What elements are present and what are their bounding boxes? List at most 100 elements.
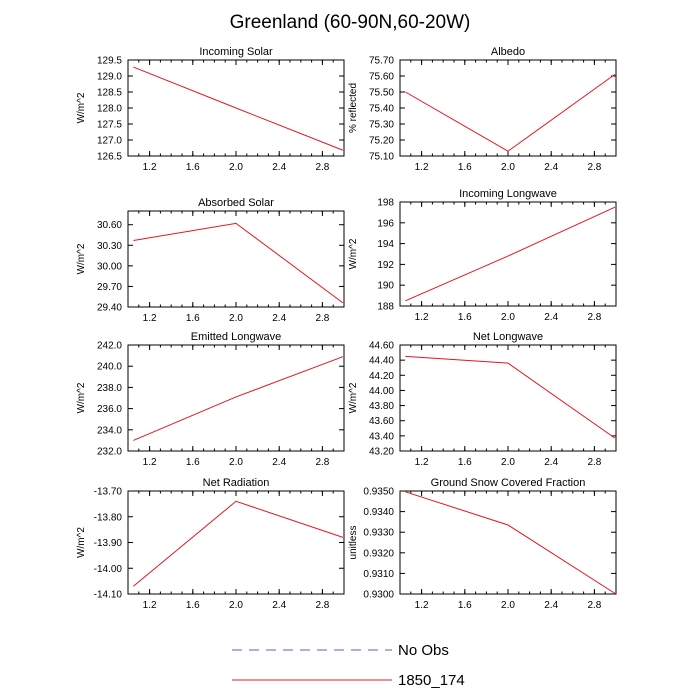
panel-1: Albedo % reflected 1.2 1.6 2.0 2.4 2.8 75.10 75.… bbox=[348, 46, 617, 173]
series-line-0 bbox=[405, 206, 616, 302]
x-tick-label: 1.6 bbox=[186, 600, 200, 611]
x-tick-label: 2.4 bbox=[272, 457, 286, 468]
y-tick-label: 127.0 bbox=[97, 136, 122, 147]
x-tick-label: 2.4 bbox=[272, 313, 286, 324]
x-tick-label: 2.8 bbox=[315, 600, 329, 611]
x-tick-label: 1.6 bbox=[186, 457, 200, 468]
y-tick-label: 238.0 bbox=[97, 383, 122, 394]
y-tick-label: 194 bbox=[377, 239, 394, 250]
y-tick-label: 188 bbox=[377, 302, 394, 313]
series-line-0 bbox=[133, 500, 344, 587]
x-tick-label: 1.2 bbox=[143, 457, 157, 468]
plot-frame bbox=[127, 210, 345, 308]
x-tick-label: 2.4 bbox=[272, 162, 286, 173]
y-tick-label: 129.5 bbox=[97, 56, 122, 67]
y-tick-label: 43.80 bbox=[369, 401, 394, 412]
y-tick-label: 0.9300 bbox=[363, 590, 394, 601]
x-tick-label: 1.6 bbox=[186, 162, 200, 173]
y-tick-label: 75.40 bbox=[369, 104, 394, 115]
x-tick-label: 2.8 bbox=[315, 313, 329, 324]
x-tick-label: 2.8 bbox=[315, 162, 329, 173]
y-tick-label: 232.0 bbox=[97, 447, 122, 458]
panel-0: Incoming Solar W/m^2 1.2 1.6 2.0 2.4 2.8 126.5 1… bbox=[76, 46, 345, 173]
x-tick-label: 2.8 bbox=[587, 600, 601, 611]
x-tick-label: 2.0 bbox=[229, 313, 243, 324]
y-tick-label: 44.40 bbox=[369, 356, 394, 367]
y-tick-label: 30.30 bbox=[97, 241, 122, 252]
y-tick-label: 75.70 bbox=[369, 56, 394, 67]
panel-title: Absorbed Solar bbox=[198, 197, 274, 209]
y-tick-label: 240.0 bbox=[97, 362, 122, 373]
x-tick-label: 2.0 bbox=[229, 600, 243, 611]
plot-frame bbox=[399, 201, 617, 307]
y-tick-label: 75.60 bbox=[369, 72, 394, 83]
y-axis-label: W/m^2 bbox=[76, 92, 87, 123]
x-tick-label: 2.0 bbox=[501, 162, 515, 173]
y-tick-label: 75.10 bbox=[369, 152, 394, 163]
x-tick-label: 2.4 bbox=[544, 457, 558, 468]
x-tick-label: 1.2 bbox=[143, 313, 157, 324]
panel-title: Incoming Solar bbox=[199, 46, 273, 58]
y-tick-label: 43.60 bbox=[369, 416, 394, 427]
y-tick-label: 0.9310 bbox=[363, 569, 394, 580]
legend-label-1850-174: 1850_174 bbox=[398, 672, 465, 689]
x-tick-label: 1.6 bbox=[186, 313, 200, 324]
y-tick-label: 43.40 bbox=[369, 431, 394, 442]
plot-frame bbox=[399, 344, 617, 452]
y-tick-label: 75.50 bbox=[369, 88, 394, 99]
x-tick-label: 1.2 bbox=[415, 312, 429, 323]
series-line-0 bbox=[133, 66, 344, 151]
panels-group: Incoming Solar W/m^2 1.2 1.6 2.0 2.4 2.8 126.5 1… bbox=[76, 46, 617, 611]
y-axis-label: W/m^2 bbox=[76, 243, 87, 274]
y-tick-label: 128.5 bbox=[97, 88, 122, 99]
y-axis-label: unitless bbox=[348, 526, 359, 560]
x-tick-label: 1.2 bbox=[415, 600, 429, 611]
x-tick-label: 1.2 bbox=[415, 162, 429, 173]
y-tick-label: 29.70 bbox=[97, 282, 122, 293]
y-tick-label: -13.70 bbox=[94, 487, 123, 498]
panel-3: Incoming Longwave W/m^2 1.2 1.6 2.0 2.4 2.8 188… bbox=[348, 188, 617, 323]
x-tick-label: 1.6 bbox=[458, 600, 472, 611]
x-tick-label: 2.4 bbox=[544, 312, 558, 323]
y-tick-label: 198 bbox=[377, 198, 394, 209]
panel-title: Net Longwave bbox=[473, 331, 543, 343]
y-tick-label: 30.60 bbox=[97, 220, 122, 231]
panel-title: Ground Snow Covered Fraction bbox=[431, 477, 586, 489]
y-tick-label: 129.0 bbox=[97, 72, 122, 83]
panel-5: Net Longwave W/m^2 1.2 1.6 2.0 2.4 2.8 43.20 43.… bbox=[348, 331, 617, 468]
y-tick-label: 236.0 bbox=[97, 404, 122, 415]
x-tick-label: 1.6 bbox=[458, 162, 472, 173]
y-axis-label: % reflected bbox=[348, 83, 359, 133]
y-tick-label: 196 bbox=[377, 218, 394, 229]
panel-title: Albedo bbox=[491, 46, 525, 58]
x-tick-label: 2.0 bbox=[229, 457, 243, 468]
y-tick-label: 190 bbox=[377, 281, 394, 292]
x-tick-label: 2.0 bbox=[501, 457, 515, 468]
y-tick-label: 29.40 bbox=[97, 303, 122, 314]
x-tick-label: 2.0 bbox=[501, 600, 515, 611]
y-axis-label: W/m^2 bbox=[348, 238, 359, 269]
panel-6: Net Radiation W/m^2 1.2 1.6 2.0 2.4 2.8 -14.10 -… bbox=[76, 477, 345, 611]
y-tick-label: 43.20 bbox=[369, 447, 394, 458]
series-line-0 bbox=[133, 222, 344, 304]
legend-label-no-obs: No Obs bbox=[398, 642, 449, 659]
y-axis-label: W/m^2 bbox=[348, 382, 359, 413]
x-tick-label: 1.6 bbox=[458, 457, 472, 468]
x-tick-label: 2.0 bbox=[501, 312, 515, 323]
y-tick-label: 0.9320 bbox=[363, 548, 394, 559]
x-tick-label: 2.0 bbox=[229, 162, 243, 173]
y-tick-label: -14.00 bbox=[94, 564, 123, 575]
y-tick-label: 126.5 bbox=[97, 152, 122, 163]
panel-title: Incoming Longwave bbox=[459, 188, 557, 200]
series-line-0 bbox=[405, 73, 616, 152]
panel-4: Emitted Longwave W/m^2 1.2 1.6 2.0 2.4 2.8 232.… bbox=[76, 331, 345, 468]
x-tick-label: 2.8 bbox=[587, 312, 601, 323]
series-line-0 bbox=[405, 491, 616, 594]
y-tick-label: 44.20 bbox=[369, 371, 394, 382]
y-tick-label: 30.00 bbox=[97, 261, 122, 272]
y-tick-label: 44.60 bbox=[369, 341, 394, 352]
panel-7: Ground Snow Covered Fraction unitless 1.2 1… bbox=[348, 477, 617, 611]
plot-frame bbox=[127, 344, 345, 452]
x-tick-label: 2.8 bbox=[587, 162, 601, 173]
y-tick-label: 0.9350 bbox=[363, 487, 394, 498]
